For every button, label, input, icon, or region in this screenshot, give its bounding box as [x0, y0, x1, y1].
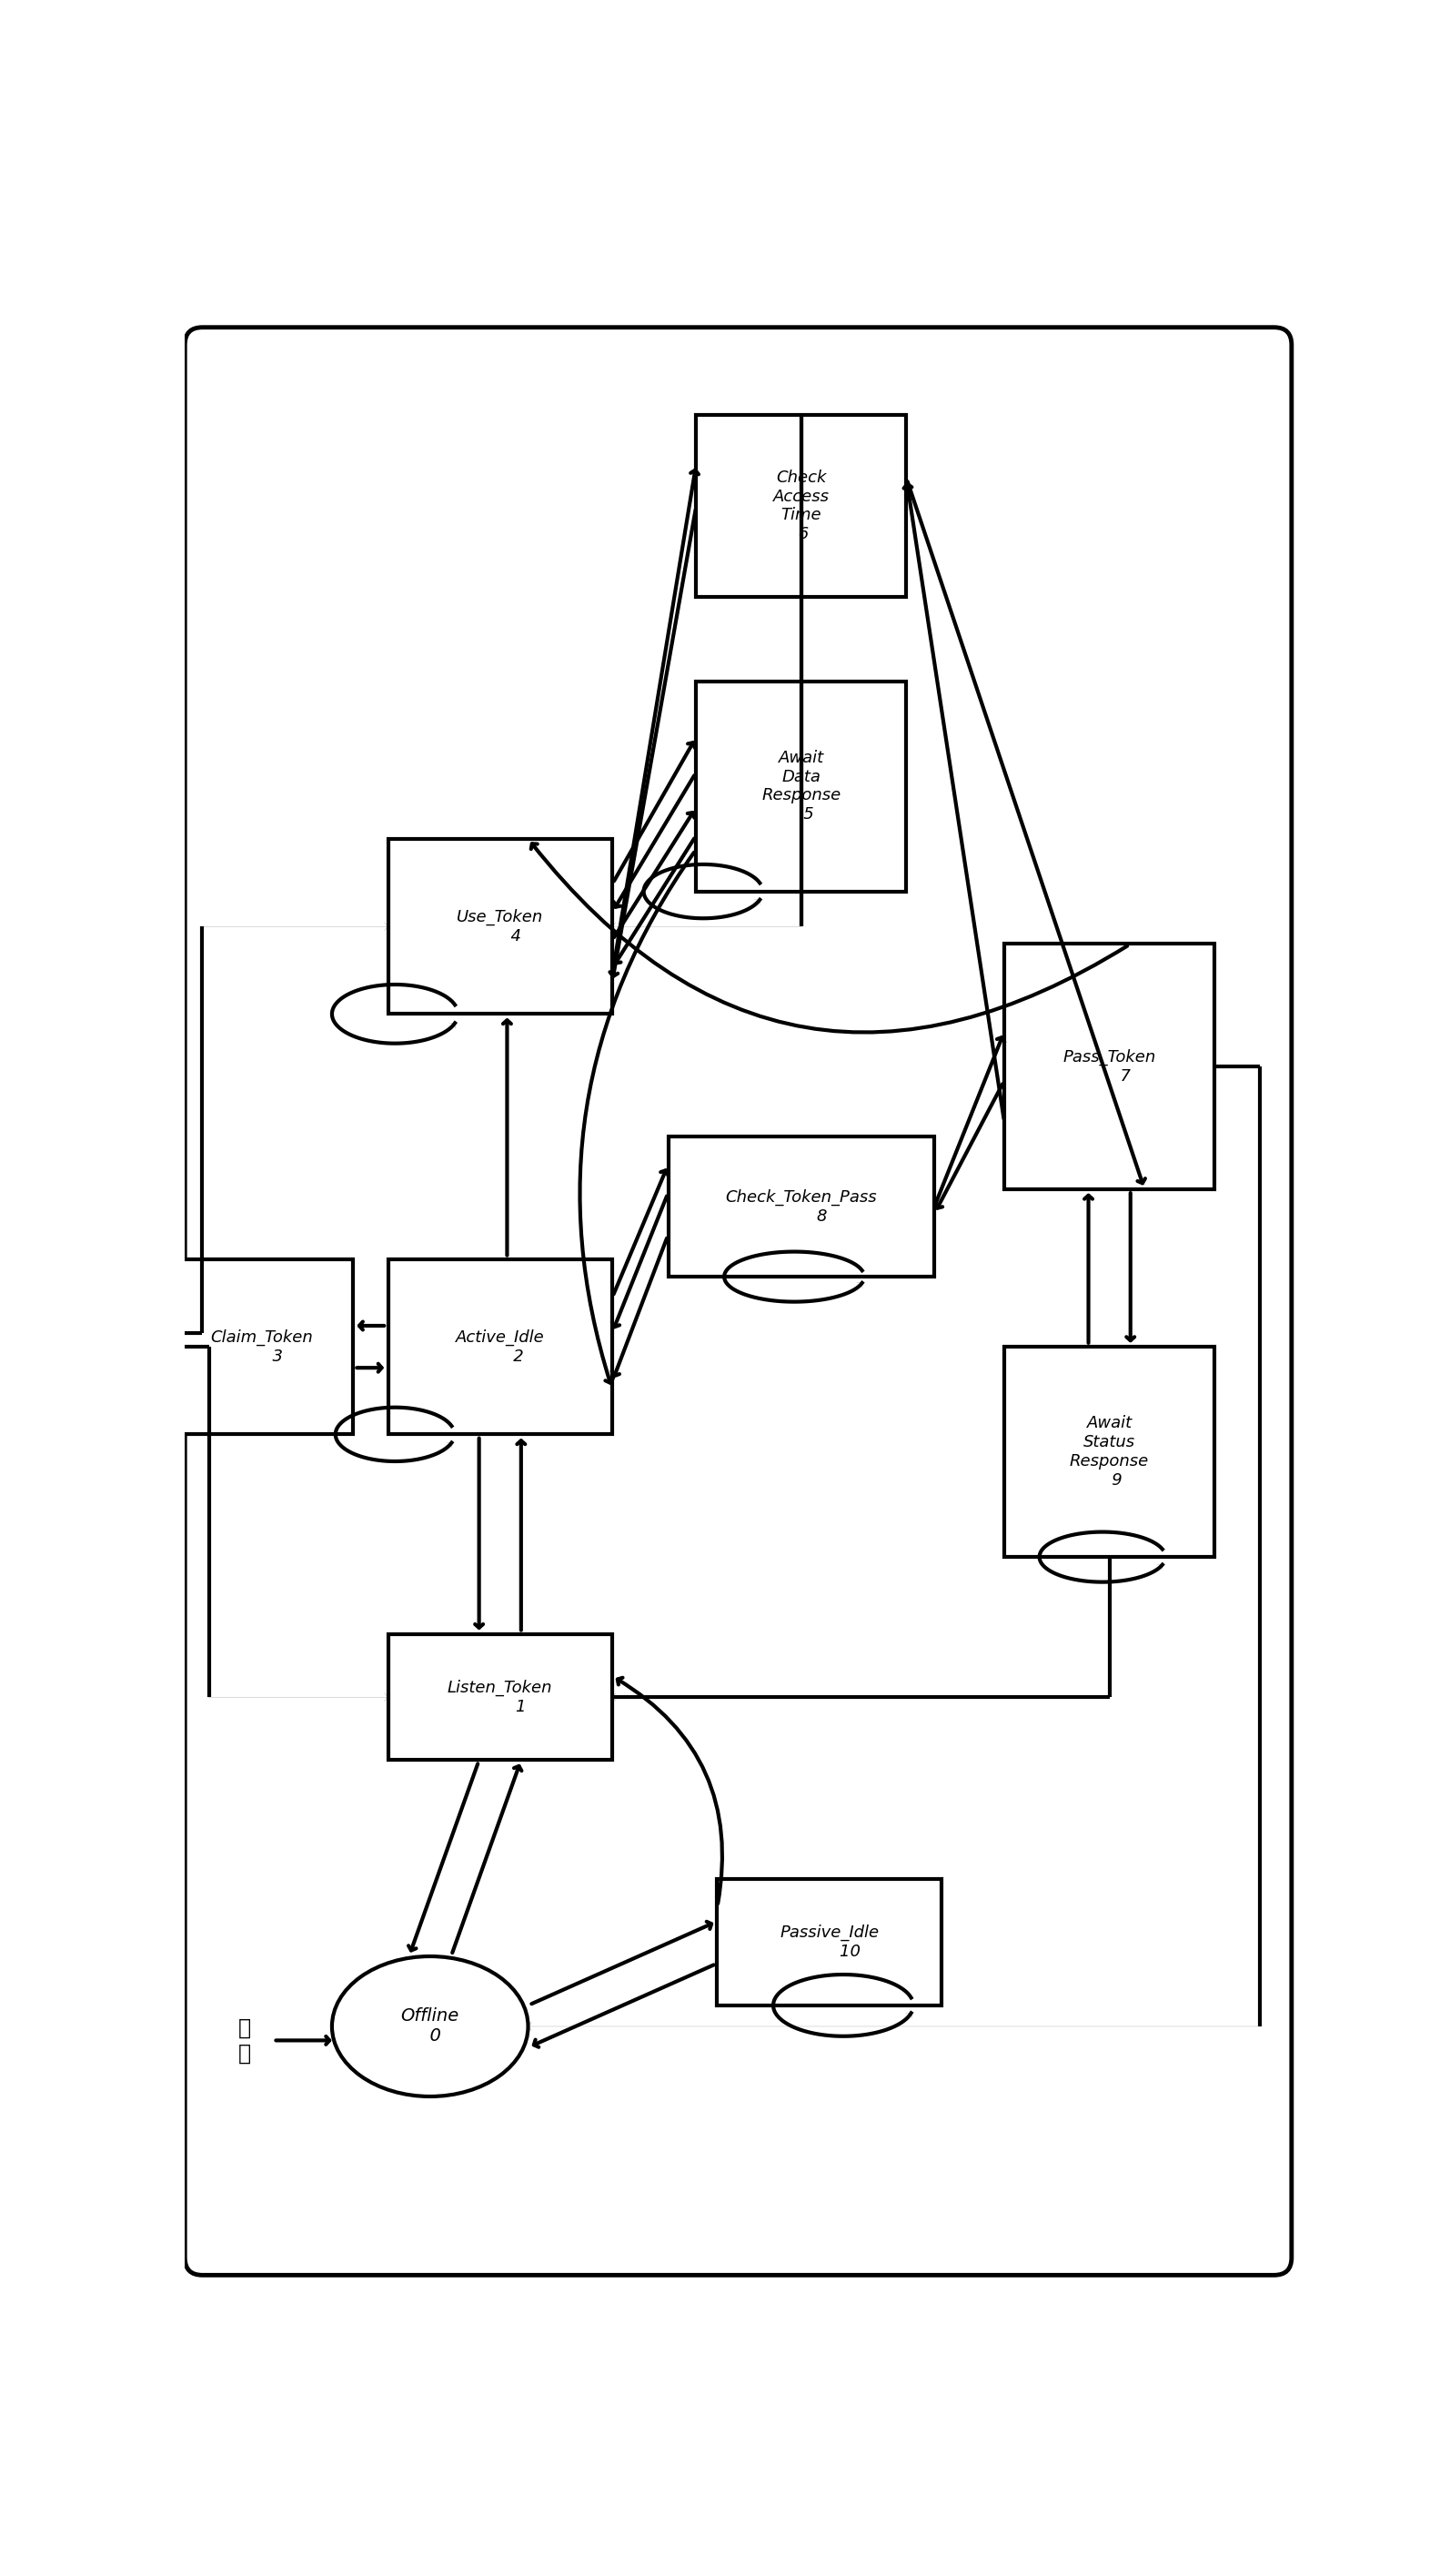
Text: Check
Access
Time
 6: Check Access Time 6 [773, 469, 829, 544]
Text: Active_Idle
       2: Active_Idle 2 [455, 1329, 545, 1365]
FancyBboxPatch shape [171, 1260, 352, 1435]
Text: Passive_Idle
        10: Passive_Idle 10 [780, 1924, 879, 1960]
Text: Listen_Token
        1: Listen_Token 1 [448, 1680, 552, 1716]
FancyBboxPatch shape [389, 1260, 612, 1435]
Text: Pass_Token
      7: Pass_Token 7 [1063, 1048, 1156, 1084]
FancyBboxPatch shape [1005, 1347, 1215, 1556]
FancyBboxPatch shape [718, 1880, 941, 2004]
Text: Claim_Token
      3: Claim_Token 3 [210, 1329, 313, 1365]
Text: Check_Token_Pass
        8: Check_Token_Pass 8 [725, 1190, 877, 1224]
Text: Await
Data
Response
   5: Await Data Response 5 [761, 750, 841, 822]
Text: Use_Token
      4: Use_Token 4 [457, 909, 544, 945]
FancyBboxPatch shape [696, 415, 906, 598]
FancyBboxPatch shape [696, 680, 906, 891]
FancyBboxPatch shape [389, 1633, 612, 1759]
FancyBboxPatch shape [1005, 943, 1215, 1190]
Text: 上
电: 上 电 [238, 2017, 251, 2063]
Text: Await
Status
Response
   9: Await Status Response 9 [1070, 1414, 1150, 1489]
FancyBboxPatch shape [389, 840, 612, 1015]
Text: Offline
  0: Offline 0 [400, 2007, 460, 2045]
Ellipse shape [332, 1955, 528, 2097]
FancyBboxPatch shape [668, 1136, 934, 1278]
